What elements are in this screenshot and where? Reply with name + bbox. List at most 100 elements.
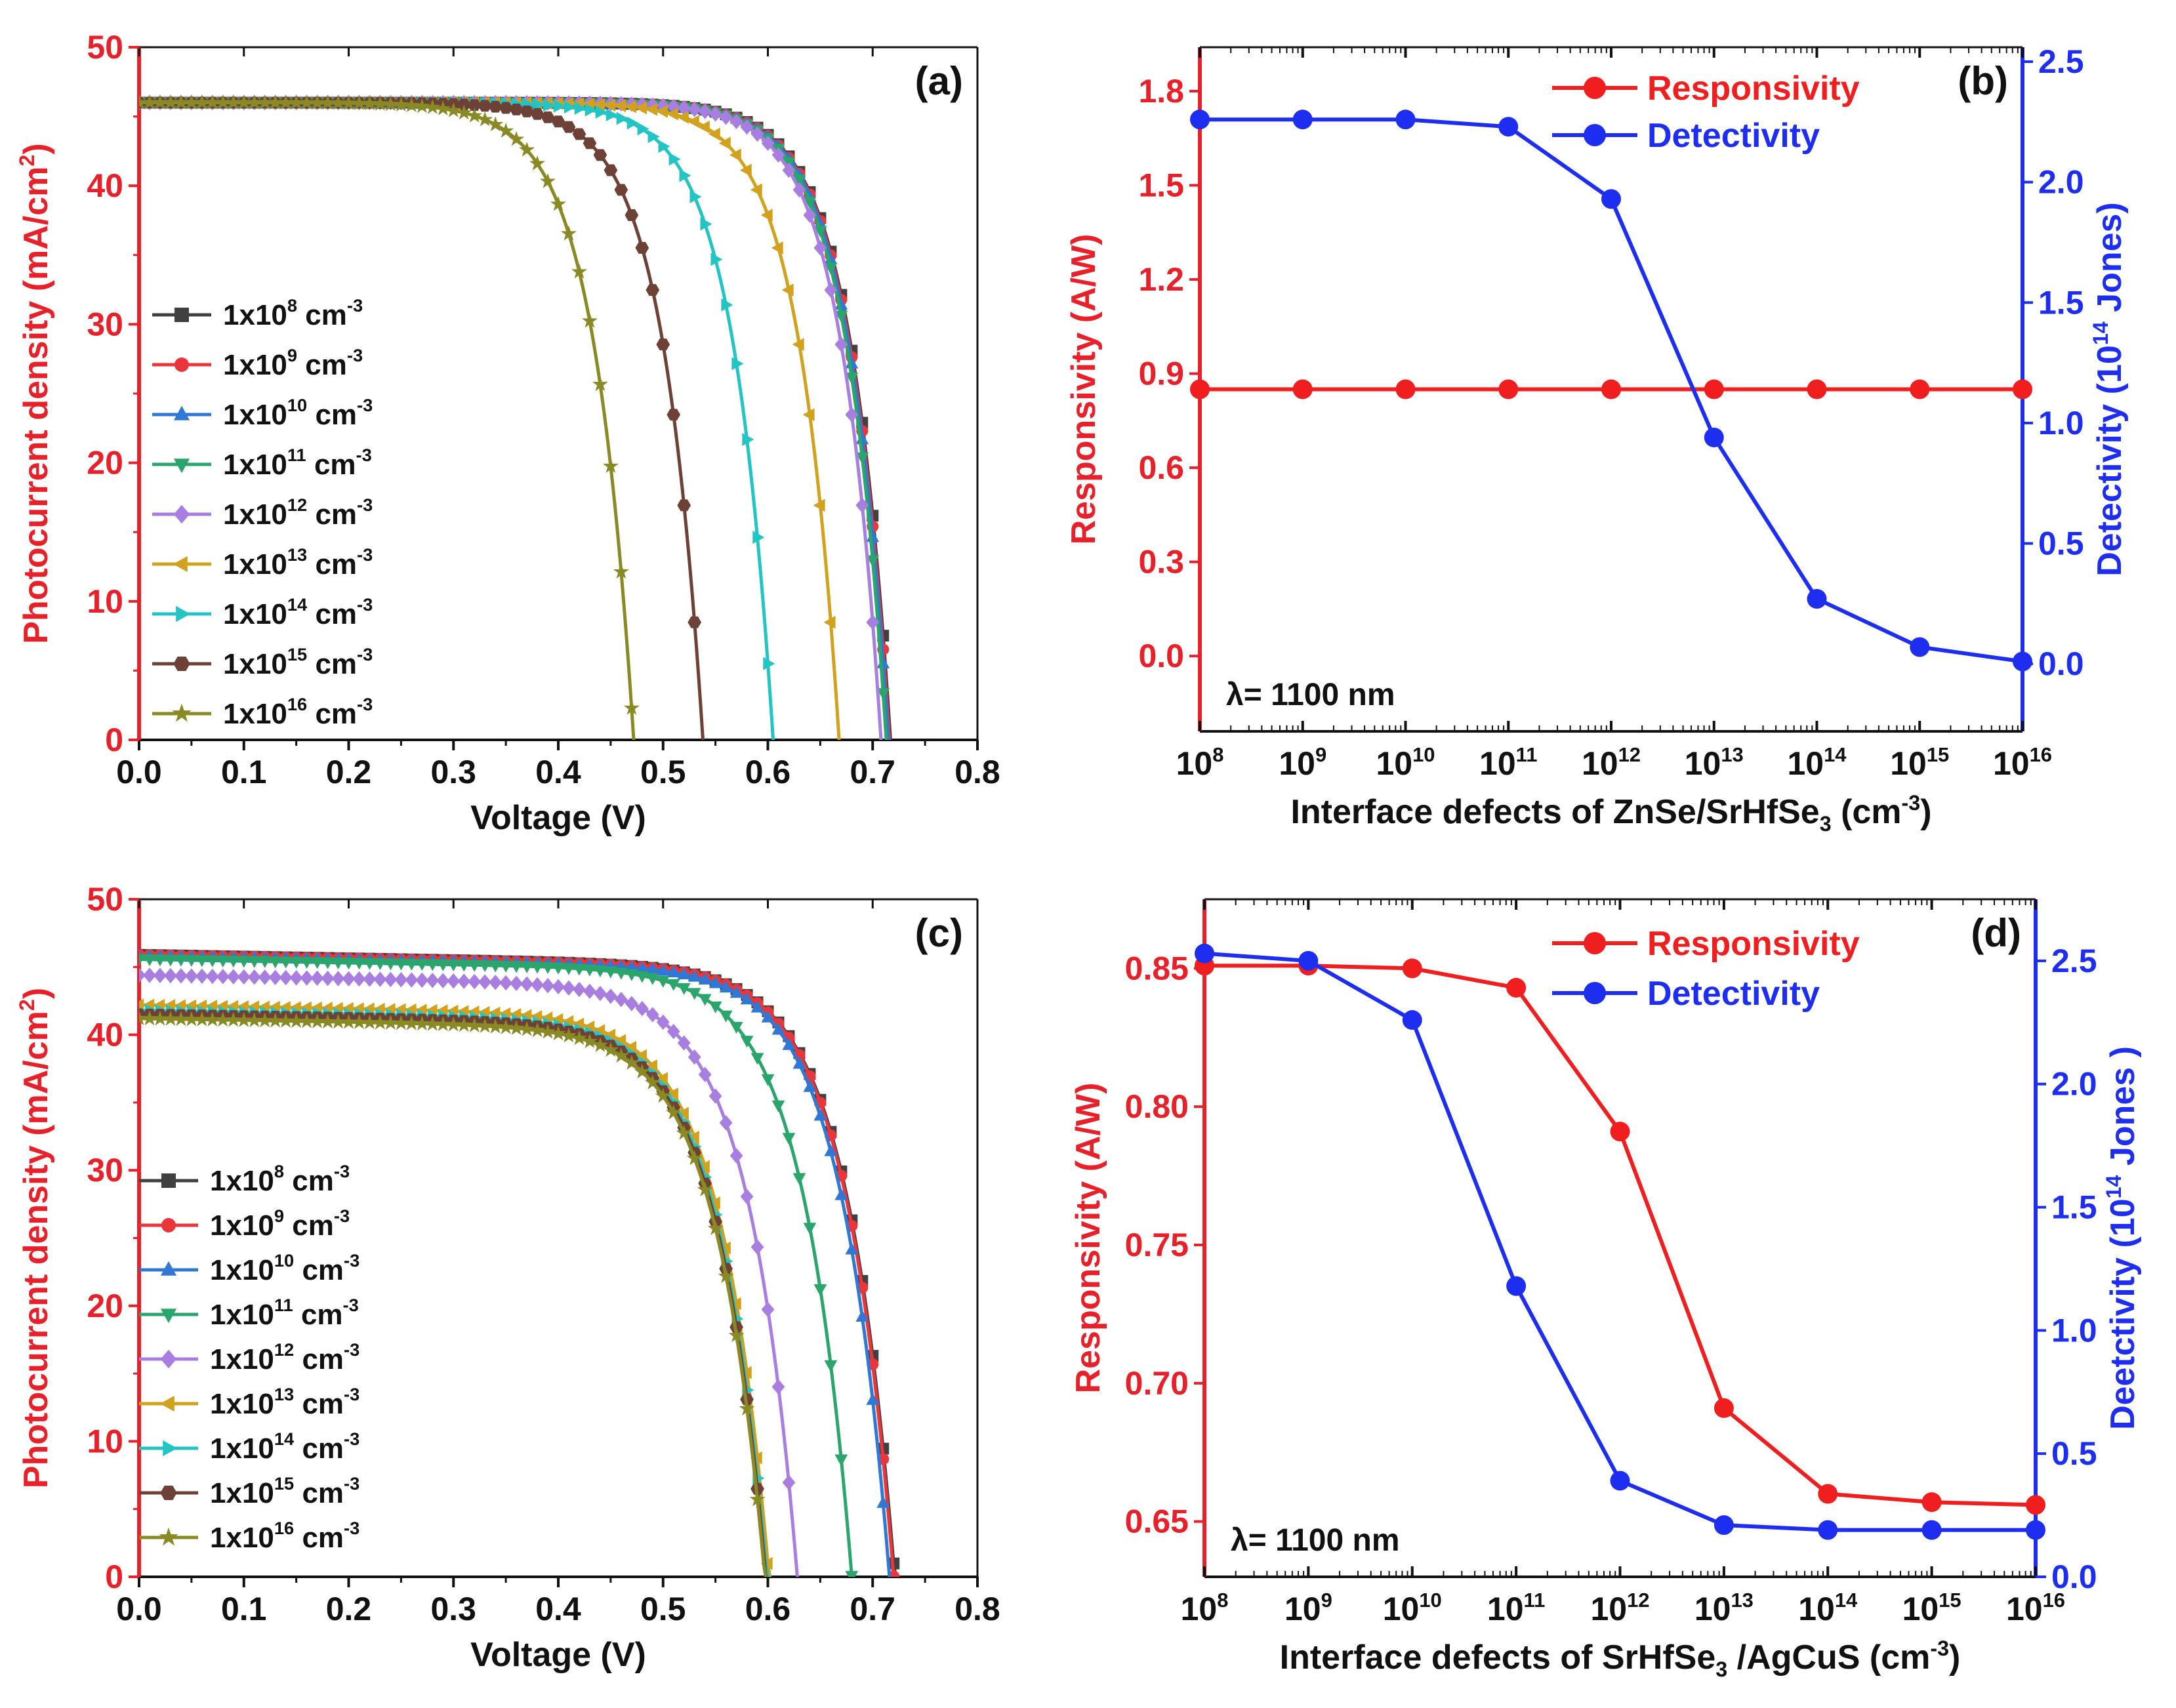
jv-point-11 xyxy=(866,555,880,567)
jv-point-12 xyxy=(677,100,691,116)
series-point-detectivity xyxy=(1818,1520,1838,1540)
x-tick-label-part: 10 xyxy=(1284,1591,1321,1627)
jv-point-11 xyxy=(729,1021,743,1034)
x-tick-label: 109 xyxy=(1279,743,1326,782)
jv-point-16 xyxy=(540,1023,556,1039)
right-y-axis-title-part: Jones) xyxy=(2091,202,2129,321)
y-axis-title-part: ) xyxy=(17,143,55,154)
legend-label-part: -3 xyxy=(357,644,373,664)
jv-point-12 xyxy=(750,126,764,142)
jv-point-13 xyxy=(625,1040,637,1054)
jv-point-14 xyxy=(626,116,639,130)
jv-point-16 xyxy=(707,1220,724,1236)
y-tick-label: 40 xyxy=(87,167,123,204)
jv-point-13 xyxy=(739,163,752,177)
y-axis-title-part: Photocurrent density (mA/cm xyxy=(17,167,55,644)
jv-point-16 xyxy=(739,1400,755,1416)
series-point-responsivity xyxy=(1704,379,1724,399)
jv-point-12 xyxy=(510,975,523,991)
jv-point-16 xyxy=(267,1012,283,1028)
panel-label: (a) xyxy=(915,59,963,103)
series-point-detectivity xyxy=(1190,110,1210,130)
jv-point-11 xyxy=(237,956,251,968)
panel-a: 0.0 0.1 0.2 0.3 0.4 0.5 0.6 0.7 0.8 0 10 20 30 40 50 Vo… xyxy=(15,29,1000,837)
jv-point-12 xyxy=(761,1301,775,1318)
legend-label: 1x1010 cm-3 xyxy=(223,395,373,431)
jv-point-13 xyxy=(604,98,616,112)
jv-point-14 xyxy=(585,103,597,117)
jv-point-11 xyxy=(740,1036,754,1048)
legend-label-part: 12 xyxy=(287,495,307,515)
legend-label-part: 1x10 xyxy=(210,1477,274,1509)
jv-point-13 xyxy=(687,115,699,129)
jv-point-13 xyxy=(729,148,741,162)
jv-point-12 xyxy=(300,970,314,986)
jv-point-12 xyxy=(771,147,785,163)
jv-point-16 xyxy=(141,1010,157,1026)
jv-point-16 xyxy=(372,1014,388,1030)
x-tick-label: 0.4 xyxy=(535,754,581,790)
jv-point-14 xyxy=(752,531,765,544)
right-y-axis-title-part: 14 xyxy=(2102,1175,2125,1198)
jv-point-11 xyxy=(394,958,408,971)
x-tick-label-part: 10 xyxy=(1694,1591,1731,1627)
jv-point-14 xyxy=(731,357,744,371)
jv-point-11 xyxy=(426,959,440,971)
x-tick-label-part: 9 xyxy=(1321,1589,1332,1612)
legend-label-part: -3 xyxy=(343,1295,359,1315)
legend-label: 1x1011 cm-3 xyxy=(210,1295,359,1331)
series-point-detectivity xyxy=(2013,651,2032,672)
legend-marker xyxy=(176,605,191,622)
jv-point-16 xyxy=(393,1015,409,1030)
jv-point-12 xyxy=(834,336,848,352)
legend-label-part: 1x10 xyxy=(223,498,287,531)
jv-point-15 xyxy=(656,338,670,351)
jv-point-16 xyxy=(697,1181,713,1197)
jv-point-16 xyxy=(382,96,399,112)
x-tick-label-part: 10 xyxy=(1181,1591,1218,1627)
jv-point-12 xyxy=(625,996,638,1011)
x-tick-label: 0.2 xyxy=(326,1591,372,1627)
left-y-tick-label: 1.5 xyxy=(1138,167,1184,204)
jv-point-12 xyxy=(594,985,607,1002)
jv-point-15 xyxy=(646,284,660,296)
jv-point-12 xyxy=(258,969,272,985)
legend-label: 1x1013 cm-3 xyxy=(223,544,373,580)
legend-label-part: 1x10 xyxy=(223,449,287,481)
jv-point-14 xyxy=(668,152,681,166)
x-tick-label-part: 12 xyxy=(1627,1589,1649,1612)
jv-point-11 xyxy=(803,1223,817,1235)
jv-point-16 xyxy=(749,1491,766,1507)
legend-marker xyxy=(1584,932,1606,954)
jv-point-11 xyxy=(855,452,869,464)
jv-point-13 xyxy=(655,1072,668,1086)
jv-point-16 xyxy=(183,94,199,110)
y-tick-label: 40 xyxy=(87,1017,123,1053)
jv-point-12 xyxy=(174,968,188,984)
x-tick-label: 0.0 xyxy=(116,754,162,790)
right-y-axis-title-part: 14 xyxy=(2089,321,2112,345)
legend-label-part: 15 xyxy=(274,1473,294,1494)
jv-point-12 xyxy=(394,971,408,988)
x-tick-label-part: 11 xyxy=(1516,743,1538,766)
panel-label: (c) xyxy=(915,911,963,955)
jv-point-11 xyxy=(583,964,596,977)
jv-point-11 xyxy=(782,1133,796,1145)
left-y-tick-label: 0.3 xyxy=(1138,544,1184,580)
jv-point-11 xyxy=(845,373,859,385)
jv-point-16 xyxy=(319,1013,336,1028)
jv-point-15 xyxy=(520,105,534,117)
jv-point-11 xyxy=(803,197,817,209)
series-point-responsivity xyxy=(2026,1495,2045,1515)
jv-point-16 xyxy=(540,173,556,188)
legend-label-part: 1x10 xyxy=(223,598,287,630)
jv-point-16 xyxy=(560,1027,577,1043)
jv-point-15 xyxy=(593,149,607,161)
jv-point-15 xyxy=(509,103,523,115)
x-axis-title-part: -3 xyxy=(1902,791,1921,815)
jv-point-16 xyxy=(655,1088,671,1103)
jv-point-16 xyxy=(686,1150,703,1166)
legend-label-part: cm xyxy=(307,548,357,580)
legend-label-part: 12 xyxy=(274,1339,294,1360)
legend-marker xyxy=(161,1173,176,1188)
